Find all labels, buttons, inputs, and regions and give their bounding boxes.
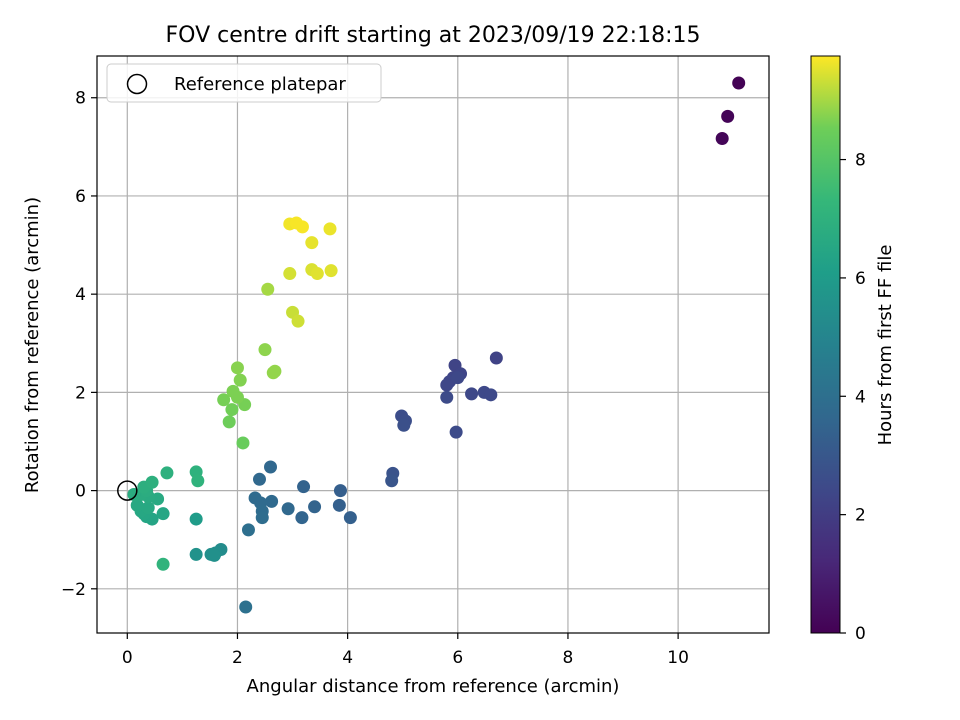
x-tick-label: 4 (342, 648, 353, 668)
data-point (295, 511, 309, 525)
y-tick-label: 6 (75, 187, 86, 207)
y-tick-label: 0 (75, 482, 86, 502)
data-point (264, 460, 278, 474)
data-point (715, 131, 729, 145)
data-point (233, 373, 247, 387)
y-tick-label: −2 (61, 580, 86, 600)
x-tick-label: 10 (667, 648, 689, 668)
data-point (258, 343, 272, 357)
data-point (449, 425, 463, 439)
data-point (310, 267, 324, 281)
data-point (230, 361, 244, 375)
data-point (324, 264, 338, 278)
colorbar-tick-label: 0 (855, 624, 866, 644)
data-point (385, 474, 399, 488)
reference-marker-group (117, 480, 138, 501)
data-point (265, 494, 279, 508)
data-point (156, 507, 170, 521)
data-point (225, 403, 239, 417)
data-point (451, 371, 465, 385)
x-axis-ticks: 0 2 4 6 8 10 (122, 633, 689, 668)
data-point (160, 466, 174, 480)
legend-label: Reference platepar (174, 74, 346, 95)
data-point (295, 220, 309, 234)
x-tick-label: 8 (563, 648, 574, 668)
data-point (332, 498, 346, 512)
data-point (297, 480, 311, 494)
data-point (189, 512, 203, 526)
colorbar-label: Hours from first FF file (875, 245, 896, 446)
colorbar-gradient (810, 55, 841, 634)
colorbar-tick-label: 4 (855, 387, 866, 407)
colorbar-tick-label: 6 (855, 269, 866, 289)
data-point (156, 557, 170, 571)
legend-box (106, 63, 382, 103)
data-points (127, 76, 746, 614)
data-point (333, 484, 347, 498)
data-point (222, 415, 236, 429)
data-point (141, 501, 155, 515)
data-point (484, 388, 498, 402)
data-point (440, 390, 454, 404)
data-point (440, 378, 454, 392)
data-point (239, 600, 253, 614)
x-tick-label: 6 (452, 648, 463, 668)
data-point (217, 393, 231, 407)
data-point (465, 387, 479, 401)
data-point (323, 222, 337, 236)
data-point (283, 267, 297, 281)
data-point (343, 511, 357, 525)
legend-marker-icon (126, 73, 148, 95)
data-point (721, 109, 735, 123)
data-point (255, 511, 269, 525)
colorbar-tick-label: 8 (855, 151, 866, 171)
chart-title: FOV centre drift starting at 2023/09/19 … (166, 23, 701, 48)
y-tick-label: 4 (75, 285, 86, 305)
data-point (145, 475, 159, 489)
data-point (308, 500, 322, 514)
reference-platepar-marker (117, 480, 138, 501)
colorbar: 0 2 4 6 8 Hours from first FF file (810, 55, 896, 644)
x-tick-label: 2 (232, 648, 243, 668)
x-axis-label: Angular distance from reference (arcmin) (247, 676, 620, 697)
data-point (207, 548, 221, 562)
y-axis-label: Rotation from reference (arcmin) (22, 197, 43, 493)
data-point (489, 351, 503, 365)
y-tick-label: 8 (75, 89, 86, 109)
plot-frame (96, 55, 770, 634)
data-point (261, 282, 275, 296)
data-point (268, 364, 282, 378)
data-point (191, 474, 205, 488)
colorbar-tick-label: 2 (855, 506, 866, 526)
data-point (130, 498, 144, 512)
x-tick-label: 0 (122, 648, 133, 668)
data-point (305, 236, 319, 250)
colorbar-ticks: 0 2 4 6 8 (840, 151, 866, 644)
legend: Reference platepar (106, 63, 382, 103)
data-point (241, 523, 255, 537)
data-point (252, 472, 266, 486)
data-point (732, 76, 746, 90)
y-axis-ticks: −2 0 2 4 6 8 (61, 89, 97, 600)
data-point (236, 436, 250, 450)
data-point (281, 502, 295, 516)
data-point (291, 314, 305, 328)
y-tick-label: 2 (75, 383, 86, 403)
data-point (397, 418, 411, 432)
data-point (226, 384, 240, 398)
grid-lines (97, 56, 769, 633)
data-point (189, 547, 203, 561)
